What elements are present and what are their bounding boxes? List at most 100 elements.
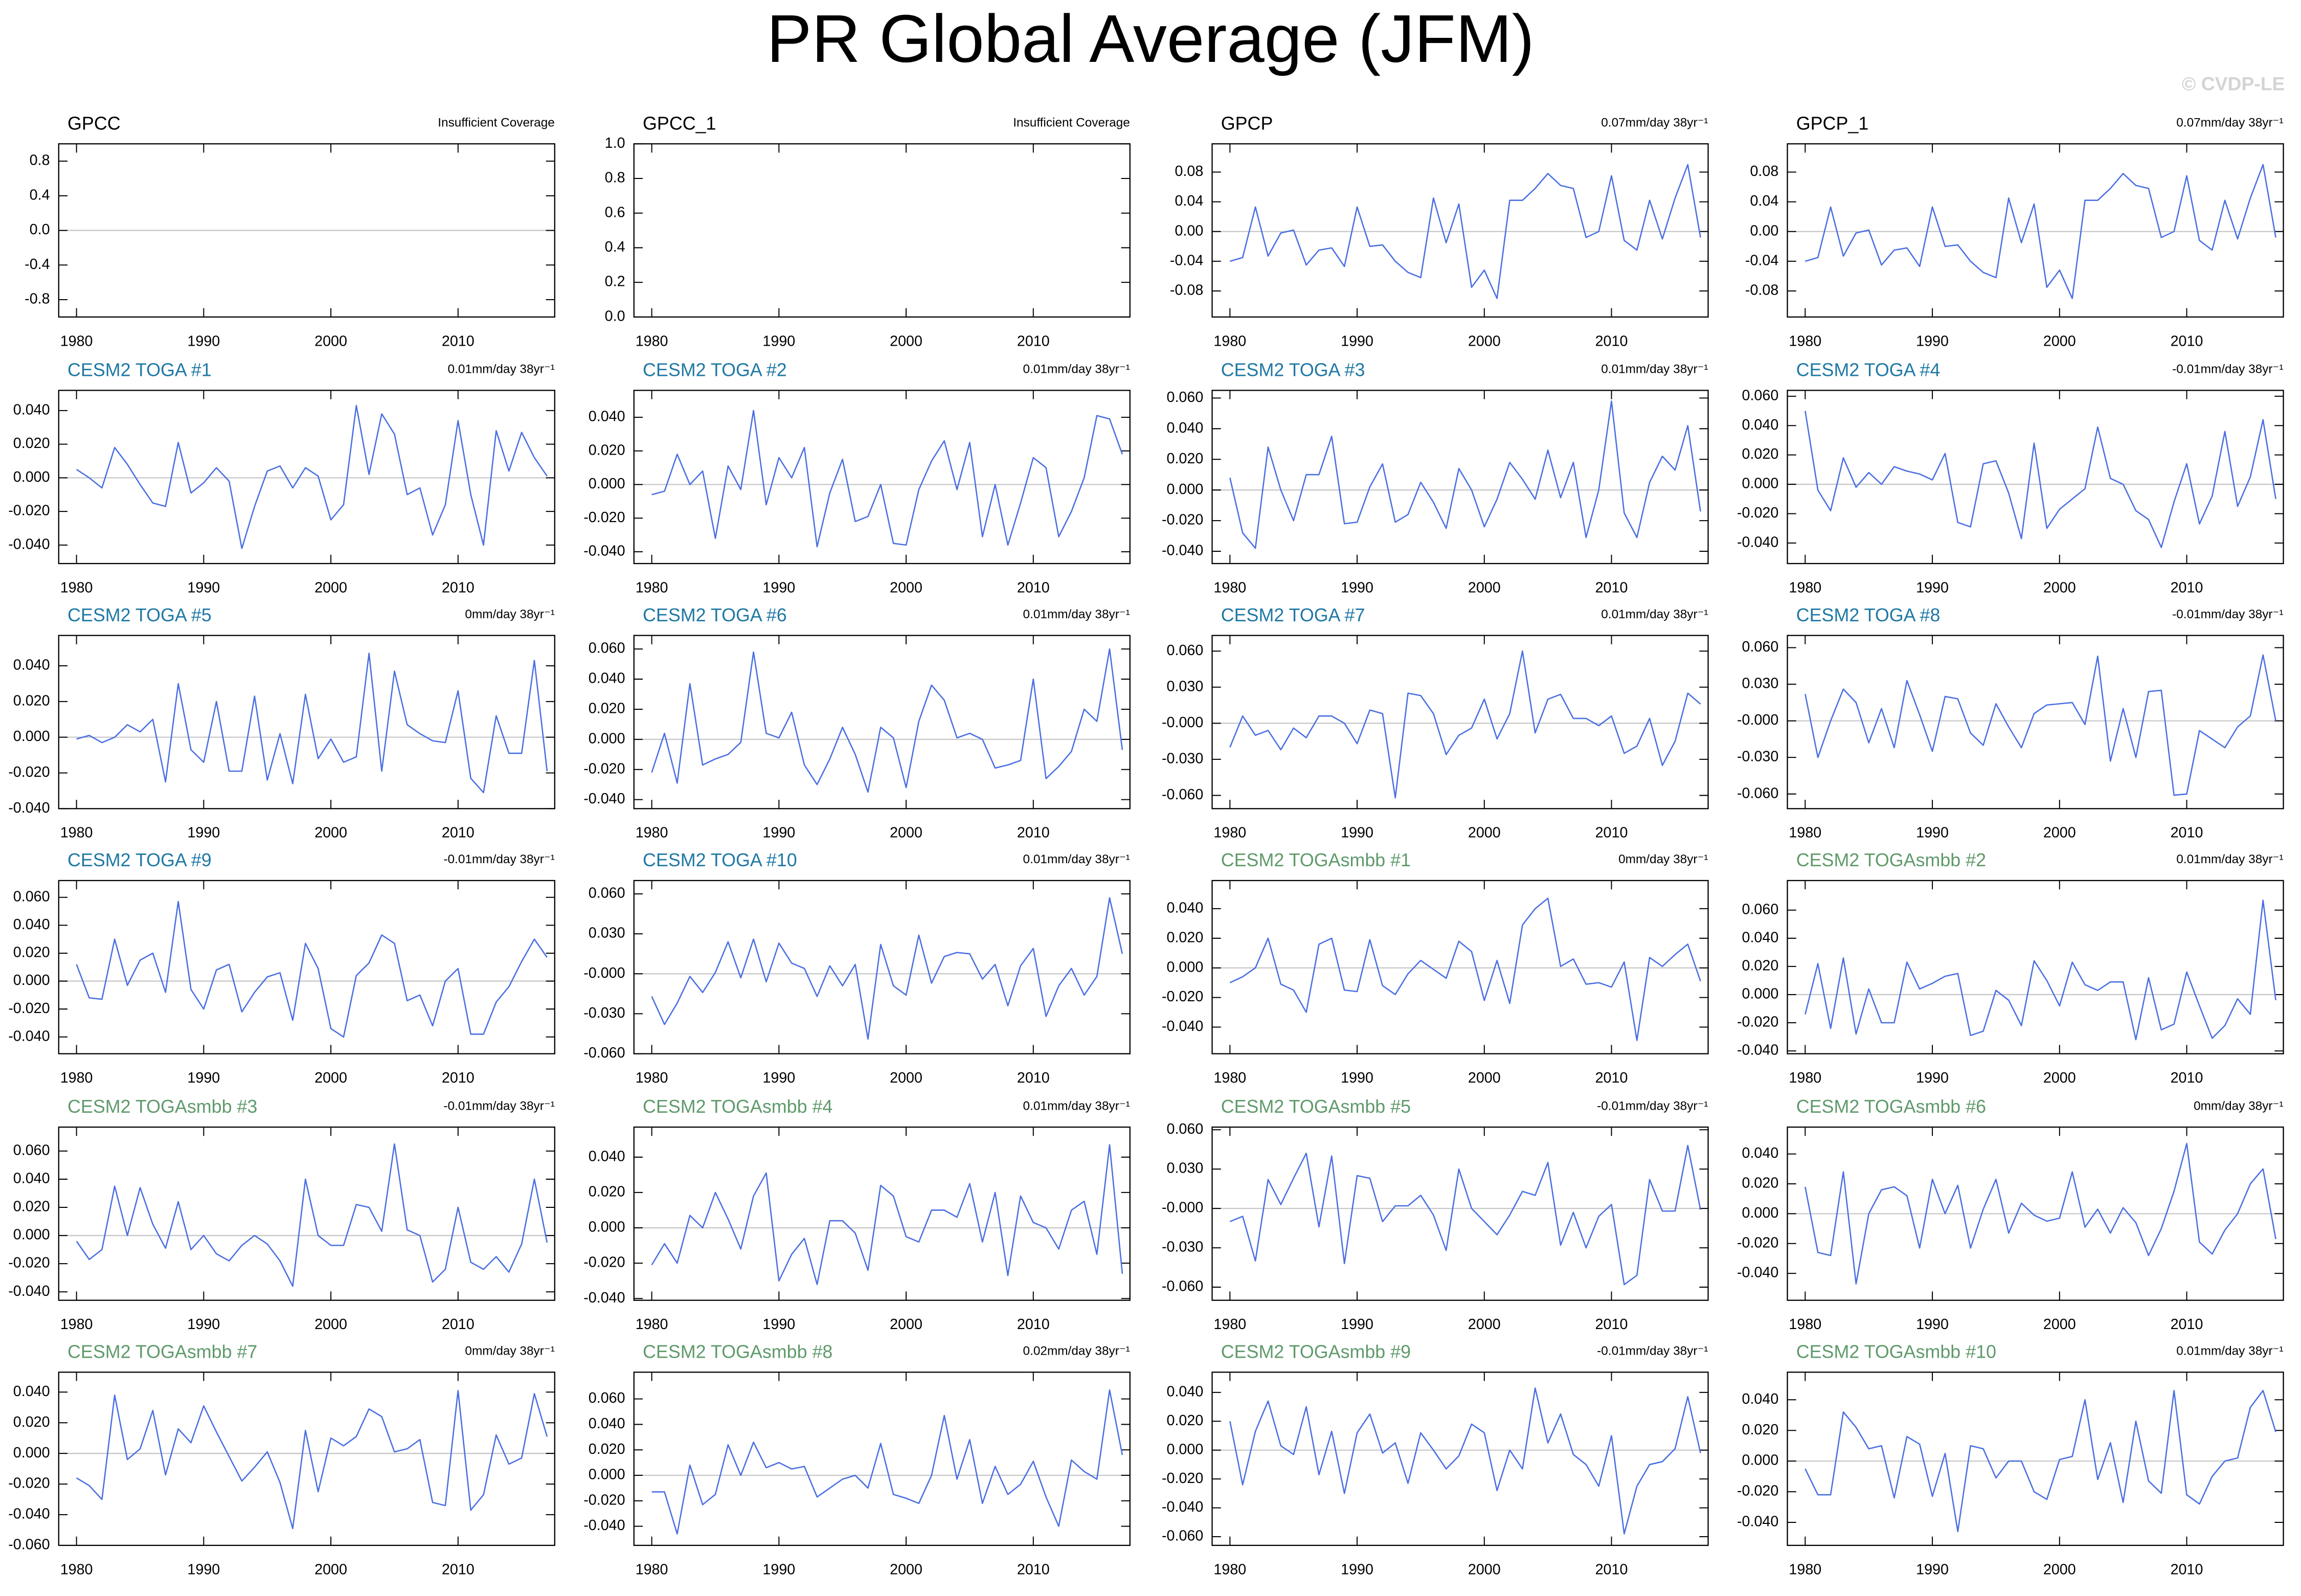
trend-label: 0.01mm/day 38yr⁻¹	[1023, 852, 1130, 866]
y-tick-label: 0.020	[1167, 929, 1204, 946]
credit: © CVDP-LE	[2182, 73, 2285, 94]
series-line	[1229, 400, 1701, 549]
x-tick-label: 2000	[1468, 333, 1501, 349]
y-tick-label: 0.000	[589, 730, 625, 747]
y-tick-label: -0.040	[8, 1506, 50, 1522]
y-tick-label: 0.040	[13, 916, 50, 933]
x-tick-label: 2010	[2171, 1316, 2203, 1333]
y-tick-label: 0.000	[589, 1467, 625, 1483]
y-tick-label: -0.000	[583, 965, 625, 981]
y-tick-label: 0.000	[13, 1445, 50, 1461]
y-tick-label: -0.020	[583, 1492, 625, 1508]
x-tick-label: 2000	[890, 1070, 922, 1086]
y-tick-label: -0.060	[1162, 786, 1203, 803]
y-tick-label: 0.020	[589, 1184, 625, 1200]
y-tick-label: -0.020	[1737, 1234, 1778, 1251]
series-line	[1229, 897, 1701, 1041]
y-tick-label: -0.020	[1162, 512, 1203, 528]
panel-frame	[58, 635, 555, 810]
y-tick-label: -0.020	[8, 764, 50, 780]
y-tick-label: 0.040	[1742, 929, 1779, 946]
y-tick-label: -0.060	[8, 1537, 50, 1553]
y-tick-label: 0.8	[605, 170, 625, 186]
y-tick-label: -0.040	[1737, 1265, 1778, 1281]
y-tick-label: 0.060	[1742, 387, 1779, 403]
y-tick-label: -0.020	[8, 503, 50, 519]
y-tick-label: -0.040	[1162, 1499, 1203, 1515]
y-tick-label: 0.060	[1167, 1121, 1204, 1137]
x-tick-label: 2010	[1595, 579, 1628, 596]
x-tick-label: 2000	[314, 1070, 347, 1086]
x-tick-label: 1990	[762, 579, 795, 596]
series-line	[651, 648, 1123, 793]
y-tick-label: -0.4	[25, 256, 50, 273]
y-tick-label: -0.060	[1162, 1528, 1203, 1544]
x-tick-label: 2000	[1468, 1561, 1501, 1578]
y-tick-label: -0.040	[1737, 1514, 1778, 1530]
x-tick-label: 1990	[187, 333, 220, 349]
panel-frame	[633, 1126, 1131, 1301]
y-tick-label: 0.000	[13, 469, 50, 485]
y-tick-label: -0.040	[1737, 1042, 1778, 1059]
trend-label: 0mm/day 38yr⁻¹	[465, 1344, 554, 1358]
series-line	[76, 404, 548, 549]
x-tick-label: 2010	[1595, 825, 1628, 841]
y-tick-label: 0.000	[13, 972, 50, 988]
y-tick-label: -0.030	[1737, 749, 1778, 765]
x-tick-label: 1990	[762, 333, 795, 349]
x-tick-label: 2000	[2043, 825, 2076, 841]
y-tick-label: 0.000	[1167, 959, 1204, 975]
panel-title: CESM2 TOGAsmbb #8	[643, 1342, 832, 1362]
x-tick-label: 1990	[187, 1316, 220, 1333]
y-tick-label: 0.00	[1750, 222, 1778, 239]
series-line	[1804, 164, 2276, 299]
panel-title: GPCC	[67, 113, 121, 133]
panel-title: CESM2 TOGA #5	[67, 605, 212, 625]
y-tick-label: 0.0	[30, 221, 50, 238]
panel-frame	[58, 390, 555, 565]
x-tick-label: 2010	[1595, 333, 1628, 349]
x-tick-label: 2010	[2171, 333, 2203, 349]
x-tick-label: 2010	[2171, 1561, 2203, 1578]
panel-title: CESM2 TOGA #9	[67, 850, 212, 870]
panel-title: CESM2 TOGAsmbb #3	[67, 1096, 257, 1117]
x-tick-label: 1990	[187, 1561, 220, 1578]
trend-label: -0.01mm/day 38yr⁻¹	[1597, 1344, 1708, 1358]
y-tick-label: 0.020	[1167, 1412, 1204, 1429]
series-line	[1229, 164, 1701, 299]
x-tick-label: 1980	[1213, 1561, 1246, 1578]
y-tick-label: -0.040	[583, 1290, 625, 1306]
x-tick-label: 1990	[1341, 825, 1373, 841]
trend-label: 0.07mm/day 38yr⁻¹	[1601, 116, 1708, 130]
x-tick-label: 1980	[1213, 1316, 1246, 1333]
y-tick-label: 0.040	[1742, 1391, 1779, 1407]
trend-label: -0.01mm/day 38yr⁻¹	[2172, 608, 2283, 621]
y-tick-label: -0.000	[1162, 1200, 1203, 1216]
y-tick-label: -0.030	[583, 1005, 625, 1021]
y-tick-label: 0.08	[1750, 163, 1778, 179]
x-tick-label: 2010	[442, 1316, 475, 1333]
series-line	[1804, 411, 2276, 548]
x-tick-label: 1980	[636, 1070, 668, 1086]
x-tick-label: 1980	[60, 1070, 93, 1086]
series-line	[651, 1144, 1123, 1285]
page-title: PR Global Average (JFM)	[766, 1, 1534, 76]
series-line	[76, 653, 548, 794]
x-tick-label: 2010	[1017, 1316, 1050, 1333]
y-tick-label: 0.040	[13, 657, 50, 673]
x-tick-label: 1980	[1213, 1070, 1246, 1086]
panel-title: GPCC_1	[643, 113, 716, 133]
x-tick-label: 1980	[1213, 333, 1246, 349]
x-tick-label: 1990	[762, 1070, 795, 1086]
y-tick-label: 0.040	[1167, 900, 1204, 916]
panel-title: GPCP	[1221, 113, 1273, 133]
y-tick-label: -0.040	[8, 1028, 50, 1044]
y-tick-label: -0.060	[583, 1045, 625, 1061]
x-tick-label: 2010	[1595, 1070, 1628, 1086]
y-tick-label: -0.000	[1162, 714, 1203, 731]
y-tick-label: -0.030	[1162, 750, 1203, 767]
y-tick-label: -0.020	[1737, 1014, 1778, 1030]
panel-title: CESM2 TOGA #6	[643, 605, 787, 625]
